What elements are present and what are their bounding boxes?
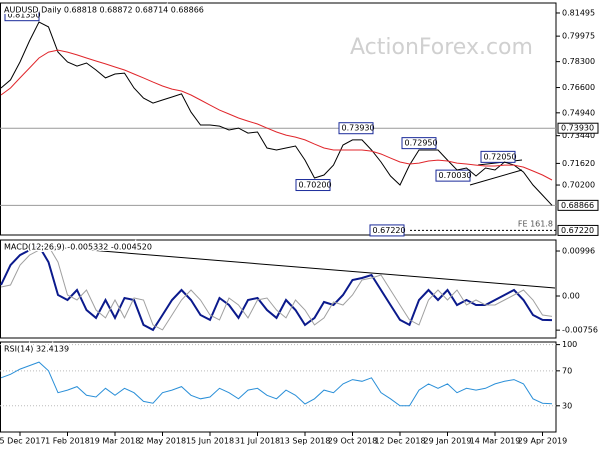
series-line	[0, 244, 553, 332]
annotation-label: 0.67220	[373, 226, 406, 235]
price-label-box	[557, 224, 599, 236]
annotation-label: 0.72050	[484, 152, 517, 161]
fe-label: FE 161.8	[518, 220, 553, 229]
series-line	[0, 245, 553, 331]
panel-title: MACD(12,26,9) -0.005332 -0.004520	[4, 243, 152, 252]
annotation-label: 0.72950	[405, 139, 438, 148]
x-tick-label: 15 Jun 2018	[186, 437, 234, 446]
x-tick-label: 13 Sep 2018	[280, 437, 331, 446]
y-tick-label: 0.78300	[562, 57, 595, 66]
y-tick-label: 0.71620	[562, 159, 595, 168]
annotation-box	[480, 150, 516, 163]
y-tick-label: 0.73440	[562, 131, 595, 140]
x-tick-label: 29 Oct 2018	[328, 437, 377, 446]
x-tick-label: 1 Feb 2018	[45, 437, 90, 446]
y-tick-label: 0.81495	[562, 8, 595, 17]
x-tick-label: 31 Jul 2018	[235, 437, 280, 446]
x-tick-label: 15 Dec 2017	[0, 437, 46, 446]
annotation-box	[338, 122, 374, 135]
y-tick-label: 0.00996	[562, 247, 595, 256]
y-tick-label: 0.70200	[562, 181, 595, 190]
price-label: 0.67220	[561, 226, 594, 235]
y-tick-label: 70	[562, 366, 572, 375]
price-label-box	[557, 199, 599, 211]
annotation-box	[435, 169, 471, 182]
x-tick-label: 12 Dec 2018	[374, 437, 425, 446]
series-line	[0, 49, 553, 181]
price-label: 0.73930	[561, 124, 594, 133]
annotation-label: 0.73930	[342, 124, 375, 133]
macd-trendline	[39, 245, 556, 289]
x-tick-label: 29 Apr 2019	[518, 437, 567, 446]
annotation-box	[369, 224, 405, 237]
y-tick-label: 0.79975	[562, 32, 595, 41]
panel-title: RSI(14) 32.4139	[4, 345, 69, 354]
panel-frame	[0, 2, 557, 236]
panel-frame	[0, 341, 557, 433]
series-line	[0, 21, 553, 206]
annotation-label: 0.70200	[299, 181, 332, 190]
y-tick-label: 100	[562, 340, 577, 349]
annotation-box	[401, 137, 437, 150]
series-line	[0, 361, 553, 407]
x-tick-label: 14 Mar 2019	[470, 437, 521, 446]
annotation-label: 0.81350	[8, 11, 41, 20]
price-label-box	[557, 122, 599, 134]
y-tick-label: 30	[562, 401, 572, 410]
annotation-box	[295, 179, 331, 192]
trendline	[469, 169, 523, 186]
y-tick-label: 0.76600	[562, 83, 595, 92]
annotation-label: 0.70030	[439, 171, 472, 180]
watermark: ActionForex.com	[350, 35, 533, 60]
x-tick-label: 2 May 2018	[139, 437, 186, 446]
x-tick-label: 19 Mar 2018	[90, 437, 141, 446]
y-tick-label: 0.00	[562, 292, 580, 301]
x-tick-label: 29 Jan 2019	[424, 437, 472, 446]
annotation-box	[4, 9, 40, 22]
y-tick-label: 0.74940	[562, 108, 595, 117]
panel-frame	[0, 239, 557, 339]
y-tick-label: -0.00756	[562, 326, 598, 335]
panel-title: AUDUSD Daily 0.68818 0.68872 0.68714 0.6…	[4, 6, 204, 15]
price-label: 0.68866	[561, 201, 594, 210]
